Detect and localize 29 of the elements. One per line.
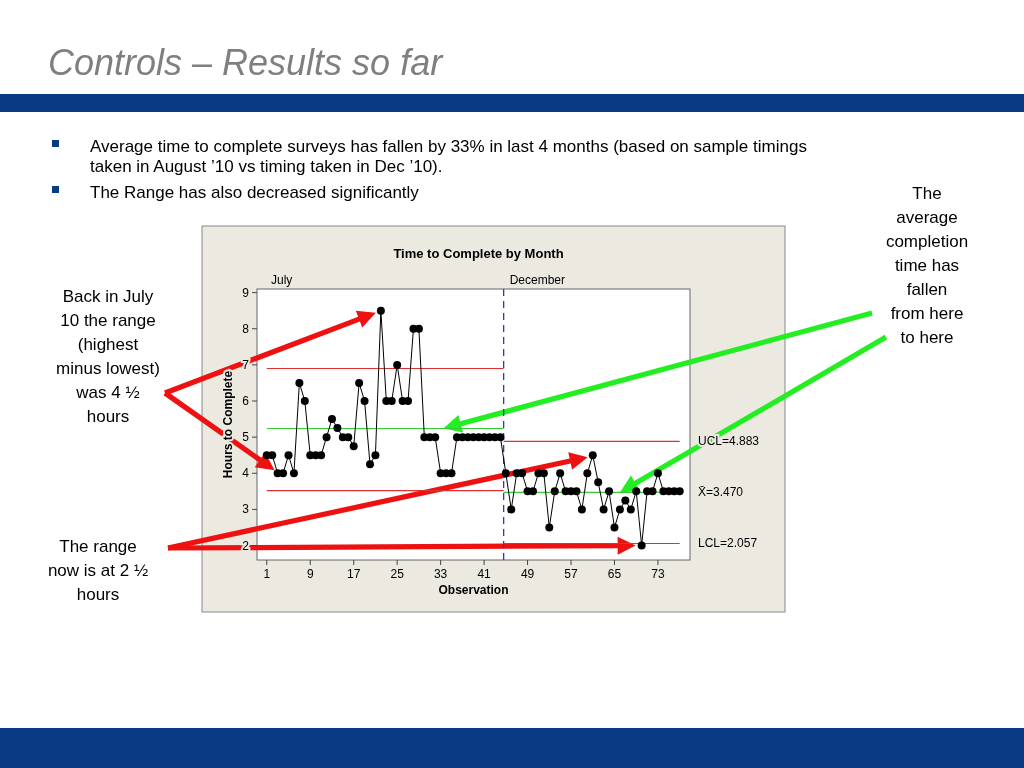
y-tick-label: 9	[242, 285, 250, 300]
y-tick-label: 4	[242, 466, 250, 481]
y-tick-label: 5	[242, 430, 250, 445]
y-tick-label: 8	[242, 321, 250, 336]
text: The average completion time has fallen from here to here	[885, 184, 969, 347]
text: The range now is at 2 ½ hours	[47, 537, 149, 604]
x-axis-title: Observation	[438, 583, 509, 597]
chart-title: Time to Complete by Month	[393, 246, 564, 261]
x-tick-label: 65	[607, 567, 622, 581]
x-tick-label: 9	[306, 567, 314, 581]
y-tick-label: 6	[242, 394, 250, 409]
x-tick-label: 57	[564, 567, 579, 581]
text: Average time to complete surveys has fallen by 33% in last 4 months (based on sample timings taken in August ’10 vs timing taken in Dec ’10).	[90, 137, 807, 176]
x-tick-label: 49	[520, 567, 535, 581]
text: X̄=3.470	[698, 485, 744, 500]
text: December	[509, 273, 566, 287]
x-tick-label: 17	[347, 567, 361, 581]
y-axis-title: Hours to Complete	[221, 370, 235, 479]
text: LCL=2.057	[698, 536, 758, 551]
text: July	[271, 273, 293, 287]
x-tick-label: 41	[477, 567, 492, 581]
text: Controls – Results so far	[48, 42, 445, 83]
x-tick-label: 33	[433, 567, 448, 581]
x-tick-label: 1	[263, 567, 271, 581]
text: Back in July 10 the range (highest minus lowest) was 4 ½ hours	[56, 287, 160, 426]
x-tick-label: 73	[651, 567, 665, 581]
x-tick-label: 25	[390, 567, 405, 581]
text: The Range has also decreased significantly	[90, 183, 420, 202]
y-tick-label: 3	[242, 502, 250, 517]
